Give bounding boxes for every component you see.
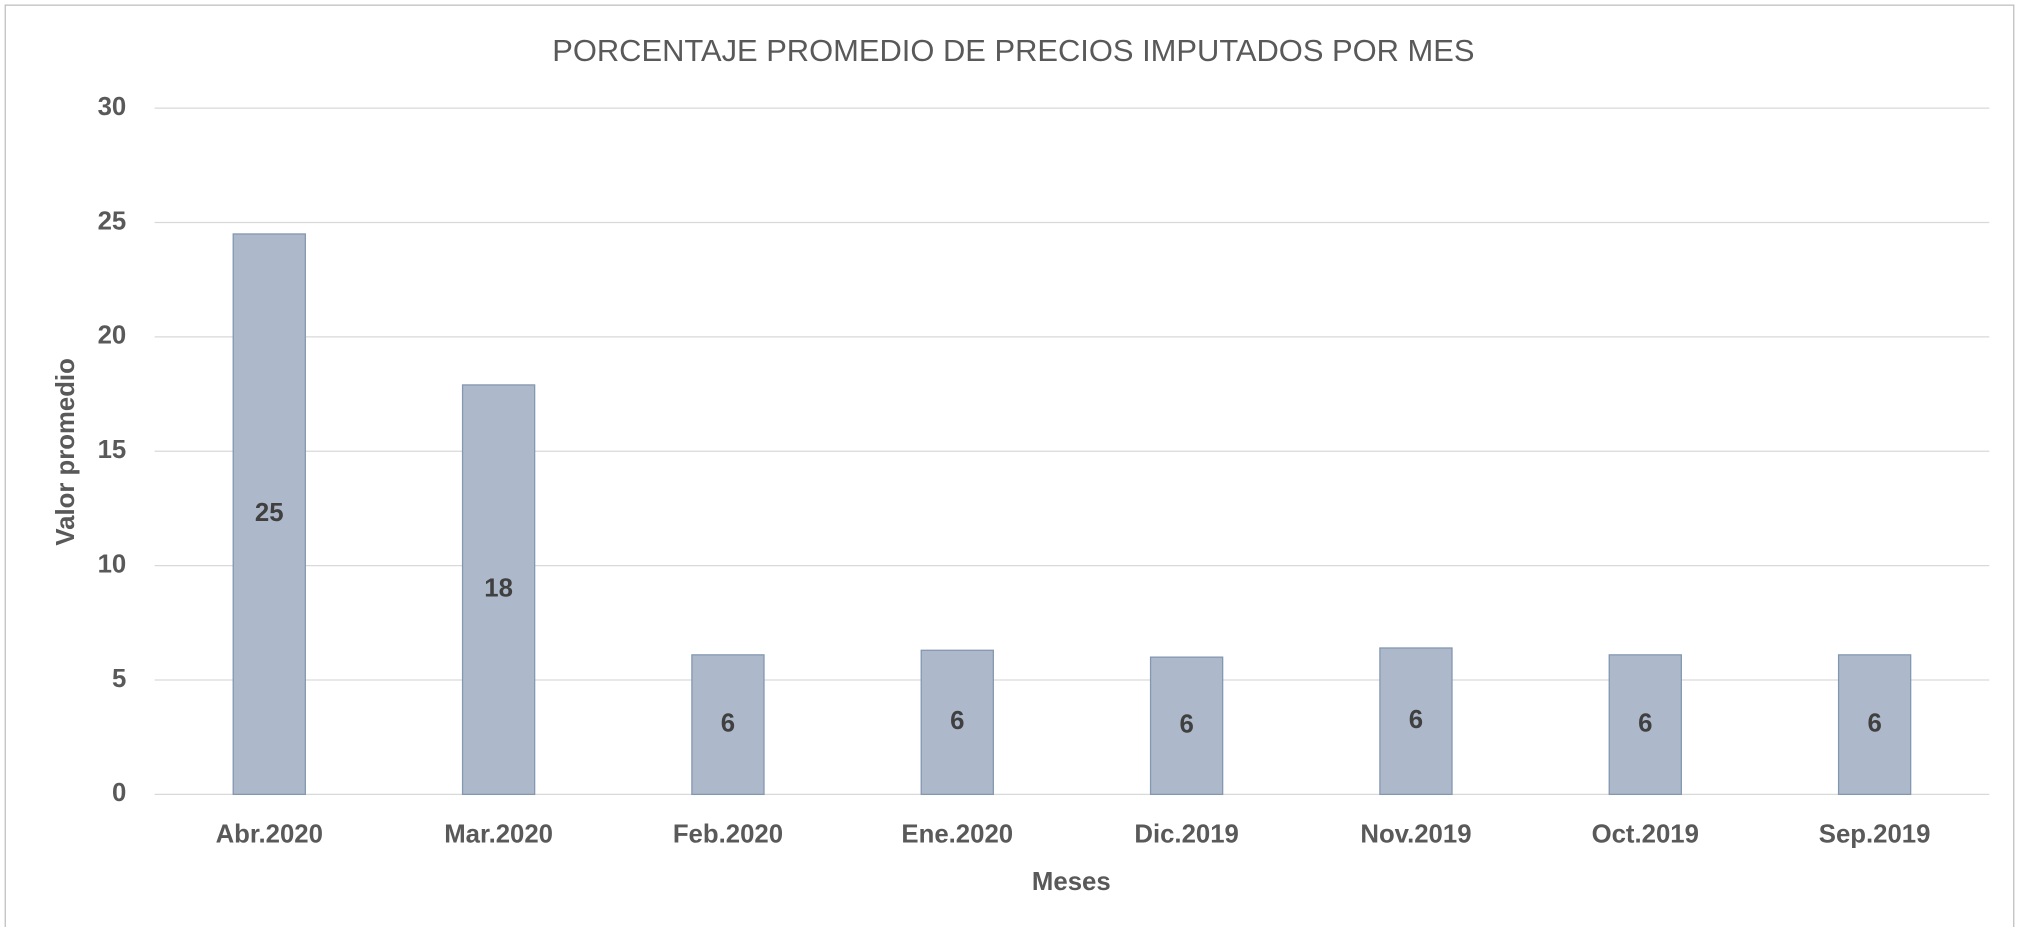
chart-title: PORCENTAJE PROMEDIO DE PRECIOS IMPUTADOS… bbox=[552, 33, 1474, 68]
bar bbox=[1379, 647, 1453, 796]
bar bbox=[920, 649, 994, 796]
x-tick-label: Feb.2020 bbox=[673, 820, 783, 848]
x-tick-label: Oct.2019 bbox=[1592, 820, 1699, 848]
x-tick-label: Nov.2019 bbox=[1360, 820, 1471, 848]
x-tick-label: Mar.2020 bbox=[444, 820, 553, 848]
y-tick-label: 25 bbox=[98, 207, 127, 235]
y-tick-label: 15 bbox=[98, 436, 127, 464]
data-label: 6 bbox=[1179, 711, 1193, 739]
bar bbox=[1608, 654, 1682, 796]
data-label: 6 bbox=[721, 709, 735, 737]
chart-border bbox=[4, 4, 2015, 927]
bar bbox=[1837, 654, 1912, 796]
y-tick-label: 0 bbox=[112, 779, 126, 807]
bar bbox=[461, 384, 536, 796]
x-tick-label: Dic.2019 bbox=[1134, 820, 1239, 848]
data-label: 6 bbox=[1409, 706, 1423, 734]
bar bbox=[232, 233, 306, 796]
x-axis-title: Meses bbox=[1032, 868, 1111, 896]
y-axis-title: Valor promedio bbox=[52, 358, 80, 545]
bar bbox=[1149, 656, 1224, 796]
x-tick-label: Ene.2020 bbox=[901, 820, 1013, 848]
y-tick-label: 20 bbox=[98, 322, 127, 350]
y-tick-label: 10 bbox=[98, 550, 127, 578]
data-label: 6 bbox=[950, 707, 964, 735]
data-label: 6 bbox=[1638, 709, 1652, 737]
bar bbox=[691, 654, 765, 796]
x-tick-label: Sep.2019 bbox=[1819, 820, 1931, 848]
data-label: 6 bbox=[1867, 709, 1881, 737]
x-tick-label: Abr.2020 bbox=[216, 820, 323, 848]
y-tick-label: 30 bbox=[98, 93, 127, 121]
data-label: 18 bbox=[484, 574, 513, 602]
y-tick-label: 5 bbox=[112, 665, 126, 693]
data-label: 25 bbox=[255, 499, 284, 527]
